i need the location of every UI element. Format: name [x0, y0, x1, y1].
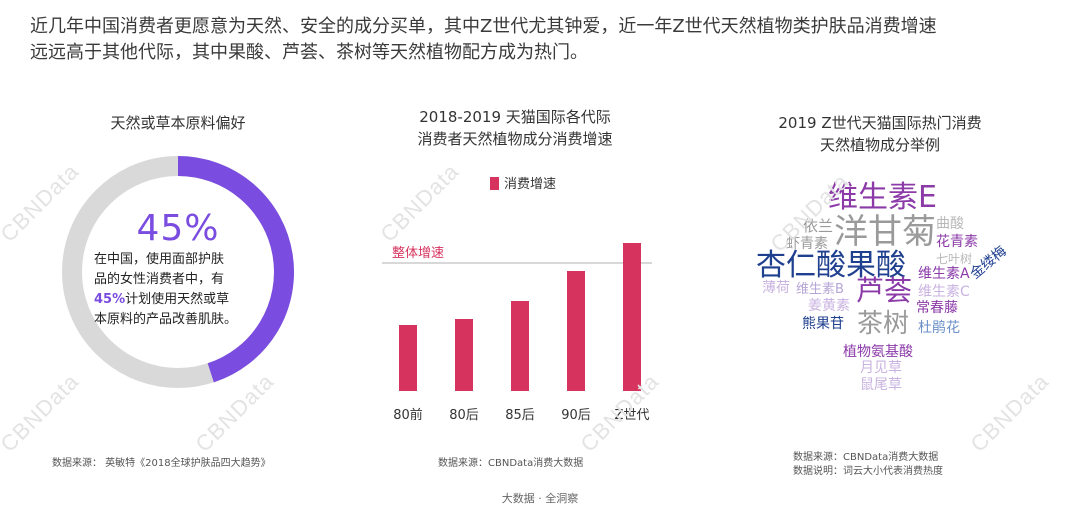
footer-tagline: 大数据 · 全洞察	[501, 492, 579, 505]
word-cloud-word: 曲酸	[936, 216, 964, 232]
word-cloud: 维生素E 依兰 洋甘菊 曲酸 虾青素 花青素 七叶树 杏仁酸果酸 维生素A 金缕梅 薄荷 维生素B 芦荟…	[730, 175, 1030, 400]
x-tick-label: 85后	[505, 408, 535, 423]
legend-label: 消费增速	[504, 177, 556, 192]
word-cloud-word: 姜黄素	[808, 298, 850, 314]
panel1-title-text: 天然或草本原料偏好	[110, 114, 246, 132]
word-cloud-word: 洋甘菊	[834, 212, 936, 252]
word-cloud-word: 维生素E	[828, 180, 937, 215]
word-cloud-word: 植物氨基酸	[843, 344, 913, 360]
word-cloud-word: 花青素	[936, 234, 978, 250]
word-cloud-word: 芦荟	[856, 274, 913, 307]
word-cloud-word: 虾青素	[786, 236, 828, 252]
legend-swatch	[490, 177, 499, 190]
x-tick-label: Z世代	[615, 408, 650, 423]
donut-desc-highlight: 45%	[94, 292, 126, 307]
x-tick-label: 80后	[449, 408, 479, 423]
panel3-source-line-2: 数据说明：词云大小代表消费热度	[793, 466, 943, 477]
panel2-source: 数据来源：CBNData消费大数据	[438, 457, 583, 471]
word-cloud-word: 常春藤	[916, 300, 958, 316]
word-cloud-word: 茶树	[857, 309, 910, 339]
panel1-title: 天然或草本原料偏好	[58, 112, 298, 134]
panel2-title-line-1: 2018-2019 天猫国际各代际	[419, 108, 611, 126]
panel1-source-text: 数据来源： 英敏特《2018全球护肤品四大趋势》	[52, 458, 271, 469]
word-cloud-word: 鼠尾草	[860, 377, 902, 393]
bar	[399, 325, 417, 391]
panel3-title-line-2: 天然植物成分举例	[819, 136, 940, 154]
donut-description: 在中国，使用面部护肤 品的女性消费者中，有 45%计划使用天然或草 本原料的产品…	[94, 250, 269, 330]
word-cloud-word: 月见草	[860, 360, 902, 376]
panel3-title-line-1: 2019 Z世代天猫国际热门消费	[778, 114, 982, 132]
bar	[455, 319, 473, 391]
x-tick-label: 90后	[561, 408, 591, 423]
donut-percent-label: 45%	[136, 208, 220, 249]
donut-share-arc	[177, 156, 294, 383]
headline-line-2: 远远高于其他代际，其中果酸、芦荟、茶树等天然植物配方成为热门。	[30, 42, 588, 63]
word-cloud-word: 杏仁酸果酸	[756, 248, 906, 283]
bar	[623, 243, 641, 391]
donut-desc-line-1: 在中国，使用面部护肤	[94, 252, 225, 267]
reference-line-label: 整体增速	[392, 246, 444, 261]
bar	[511, 301, 529, 391]
donut-desc-line-3-rest: 计划使用天然或草	[125, 292, 230, 307]
panel2-title-line-2: 消费者天然植物成分消费增速	[417, 130, 613, 148]
panel2-source-text: 数据来源：CBNData消费大数据	[438, 458, 584, 469]
word-cloud-word: 维生素A	[918, 266, 970, 282]
word-cloud-word: 七叶树	[936, 252, 973, 266]
panel2-title: 2018-2019 天猫国际各代际 消费者天然植物成分消费增速	[360, 106, 670, 150]
donut-svg	[62, 156, 294, 388]
bar	[567, 271, 585, 391]
panel3-title: 2019 Z世代天猫国际热门消费 天然植物成分举例	[730, 112, 1030, 156]
donut-desc-line-4: 本原料的产品改善肌肤。	[94, 312, 238, 327]
donut-desc-line-2: 品的女性消费者中，有	[94, 272, 225, 287]
word-cloud-word: 依兰	[803, 217, 834, 235]
word-cloud-word: 熊果苷	[802, 316, 844, 332]
headline-line-1: 近几年中国消费者更愿意为天然、安全的成分买单，其中Z世代尤其钟爱，近一年Z世代天…	[30, 16, 937, 37]
panel1-source: 数据来源： 英敏特《2018全球护肤品四大趋势》	[52, 457, 271, 471]
word-cloud-word: 维生素B	[796, 282, 844, 297]
word-cloud-word: 维生素C	[918, 284, 970, 300]
panel3-source: 数据来源：CBNData消费大数据 数据说明：词云大小代表消费热度	[793, 451, 943, 479]
donut-desc-line-3: 45%计划使用天然或草	[94, 290, 269, 310]
word-cloud-word: 杜鹃花	[918, 320, 960, 336]
donut-chart: 45% 在中国，使用面部护肤 品的女性消费者中，有 45%计划使用天然或草 本原…	[58, 152, 298, 392]
headline: 近几年中国消费者更愿意为天然、安全的成分买单，其中Z世代尤其钟爱，近一年Z世代天…	[30, 14, 1060, 66]
word-cloud-word: 薄荷	[762, 280, 790, 296]
panel3-source-line-1: 数据来源：CBNData消费大数据	[793, 452, 939, 463]
x-tick-label: 80前	[393, 407, 423, 423]
